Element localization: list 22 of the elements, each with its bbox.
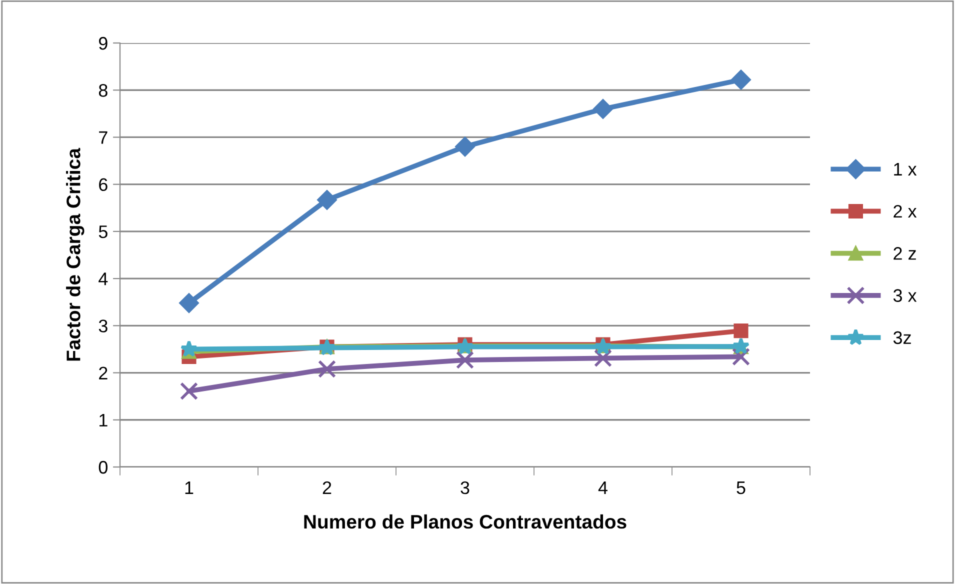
legend-label: 1 x	[894, 163, 917, 176]
y-tick-label: 2	[99, 366, 108, 380]
x-tick-label: 1	[185, 482, 194, 494]
x-tick-label: 5	[736, 482, 746, 494]
y-tick-label: 8	[98, 84, 108, 97]
x-tick-label: 3	[460, 481, 470, 494]
y-axis-title: Factor de Carga Critica	[66, 148, 84, 361]
legend-label: 2 x	[894, 204, 917, 218]
x-tick-label: 4	[598, 482, 608, 494]
legend-label: 3 x	[893, 289, 917, 302]
legend-label: 3z	[893, 331, 911, 344]
x-axis-title: Numero de Planos Contraventados	[304, 514, 626, 529]
y-tick-label: 3	[98, 320, 108, 332]
legend-label: 2 z	[894, 247, 916, 260]
y-tick-label: 4	[98, 272, 108, 286]
y-tick-label: 0	[98, 460, 108, 474]
y-tick-label: 9	[99, 36, 108, 50]
y-tick-label: 1	[100, 414, 108, 426]
y-tick-label: 7	[99, 131, 108, 144]
x-tick-label: 2	[322, 481, 332, 494]
y-tick-label: 5	[98, 226, 108, 238]
y-tick-label: 6	[99, 178, 108, 192]
